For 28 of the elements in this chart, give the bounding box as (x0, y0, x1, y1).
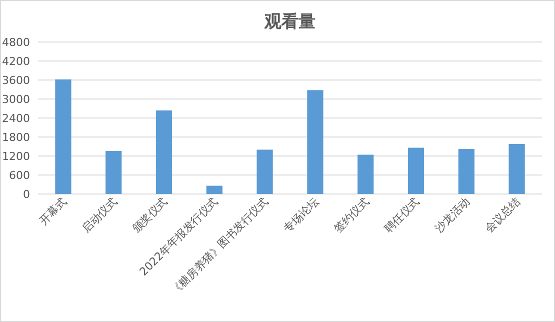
bar (458, 149, 474, 194)
bar (408, 148, 424, 194)
bar (206, 186, 222, 194)
bar (256, 150, 273, 194)
chart-title: 观看量 (264, 12, 316, 32)
x-tick-label: 沙龙活动 (432, 194, 473, 236)
y-tick-label: 4200 (2, 55, 30, 68)
bar (55, 79, 72, 194)
y-tick-label: 1200 (2, 150, 30, 163)
x-tick-label: 专场论坛 (281, 194, 322, 236)
bar (106, 150, 122, 194)
x-tick-label: 启动仪式 (79, 194, 120, 236)
bar (156, 110, 172, 194)
y-tick-label: 0 (23, 188, 30, 201)
x-tick-label: 会议总结 (482, 194, 523, 236)
x-tick-label: 颁奖仪式 (130, 194, 170, 236)
y-tick-label: 3600 (2, 74, 30, 87)
bar (307, 90, 324, 194)
y-tick-label: 2400 (2, 112, 30, 125)
bar (358, 154, 374, 194)
x-tick-label: 签约仪式 (331, 194, 372, 236)
x-tick-label: 聘任仪式 (382, 194, 422, 236)
y-tick-label: 3000 (2, 93, 30, 106)
y-tick-label: 600 (9, 169, 30, 182)
x-tick-label: 开幕式 (36, 194, 70, 228)
y-tick-label: 4800 (2, 36, 30, 49)
bar (508, 144, 525, 194)
y-tick-label: 1800 (2, 131, 30, 144)
